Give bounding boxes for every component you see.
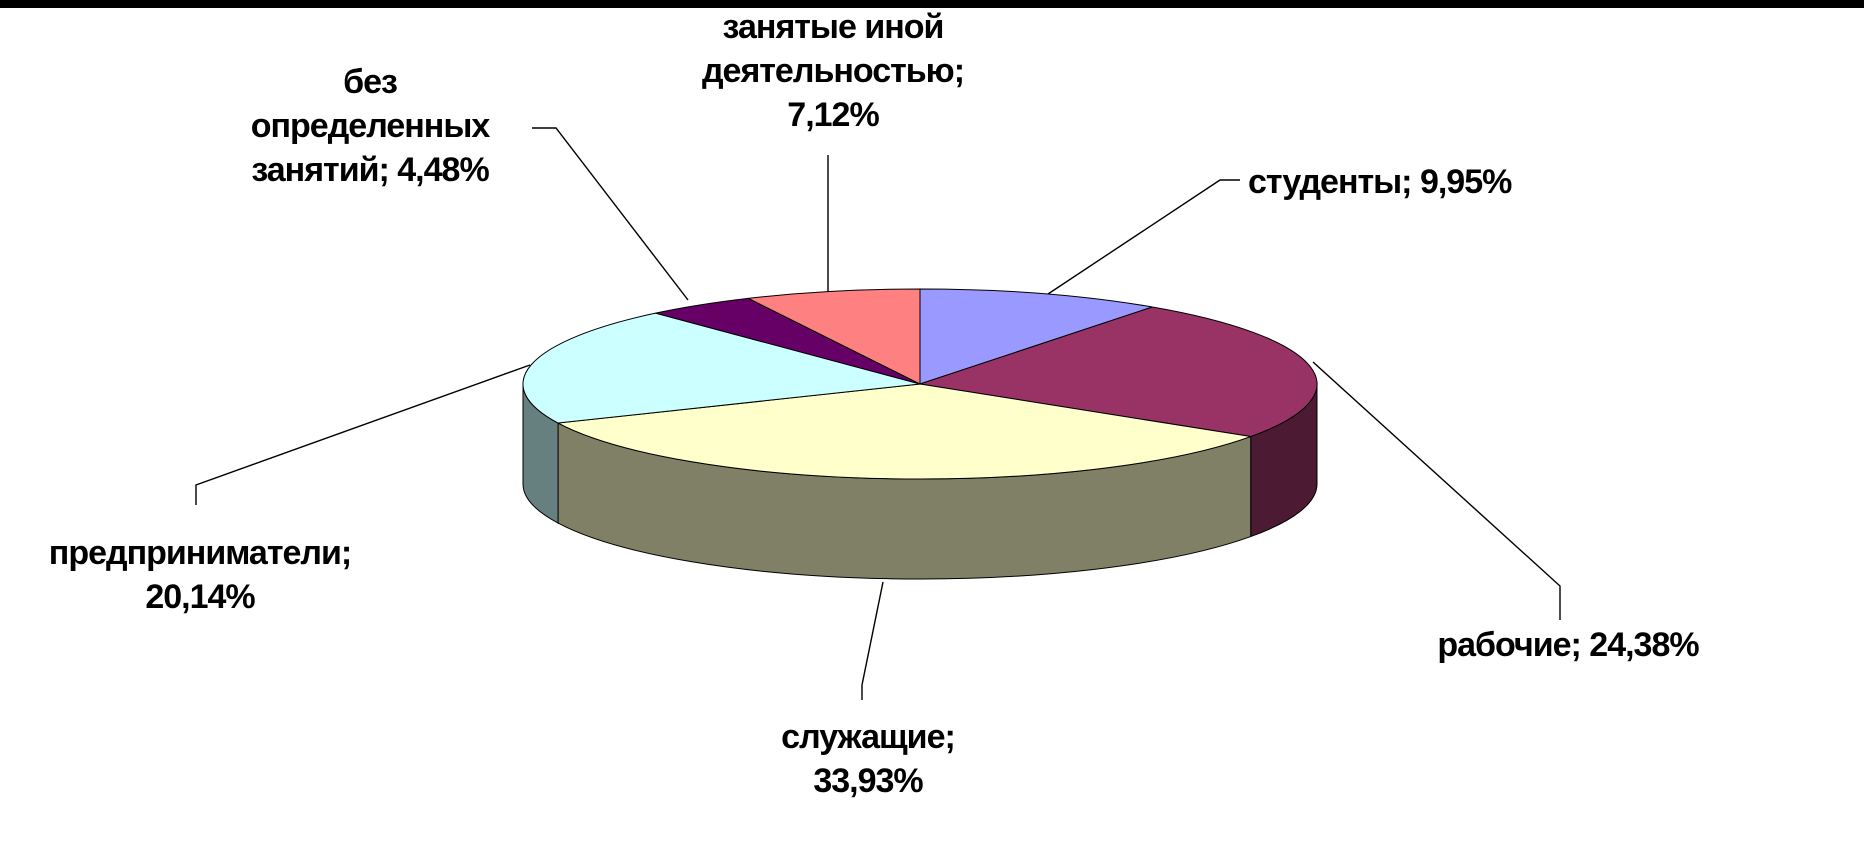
data-label-без-определенных-занятий: без определенных занятий; 4,48% [251,63,491,189]
data-label-line: рабочие; 24,38% [1437,626,1699,664]
data-label-предприниматели: предприниматели; 20,14% [49,534,351,616]
data-label-line: определенных [251,107,491,145]
data-label-line: студенты; 9,95% [1248,163,1512,201]
pie-slice-студенты [919,288,1153,385]
leader-line-служащие [861,581,884,700]
pie-slice-рабочие [919,306,1318,438]
leader-line-студенты [1047,179,1240,295]
data-label-занятые-иной-деятельностью: занятые иной деятельностью; 7,12% [702,8,964,134]
data-label-line: без [343,63,397,101]
data-label-line: 20,14% [145,578,255,616]
data-label-line: занятий; 4,48% [251,151,489,189]
leader-line-без-определенных-занятий [532,127,689,301]
data-label-line: предприниматели; [49,534,351,572]
data-label-служащие: служащие; 33,93% [781,718,955,800]
pie-slice-занятые-иной-деятельностью [746,288,921,385]
top-bar [0,0,1864,8]
data-label-студенты: студенты; 9,95% [1248,163,1512,201]
leader-line-рабочие [1312,361,1561,620]
data-label-line: 7,12% [787,96,879,134]
data-label-рабочие: рабочие; 24,38% [1437,626,1699,664]
leader-line-предприниматели [195,364,531,505]
data-label-line: 33,93% [813,762,923,800]
pie-slice-служащие [556,383,1251,480]
data-label-line: деятельностью; [702,52,964,90]
pie-slice-предприниматели [522,312,921,424]
data-label-line: занятые иной [723,8,944,46]
data-label-line: служащие; [781,718,955,756]
